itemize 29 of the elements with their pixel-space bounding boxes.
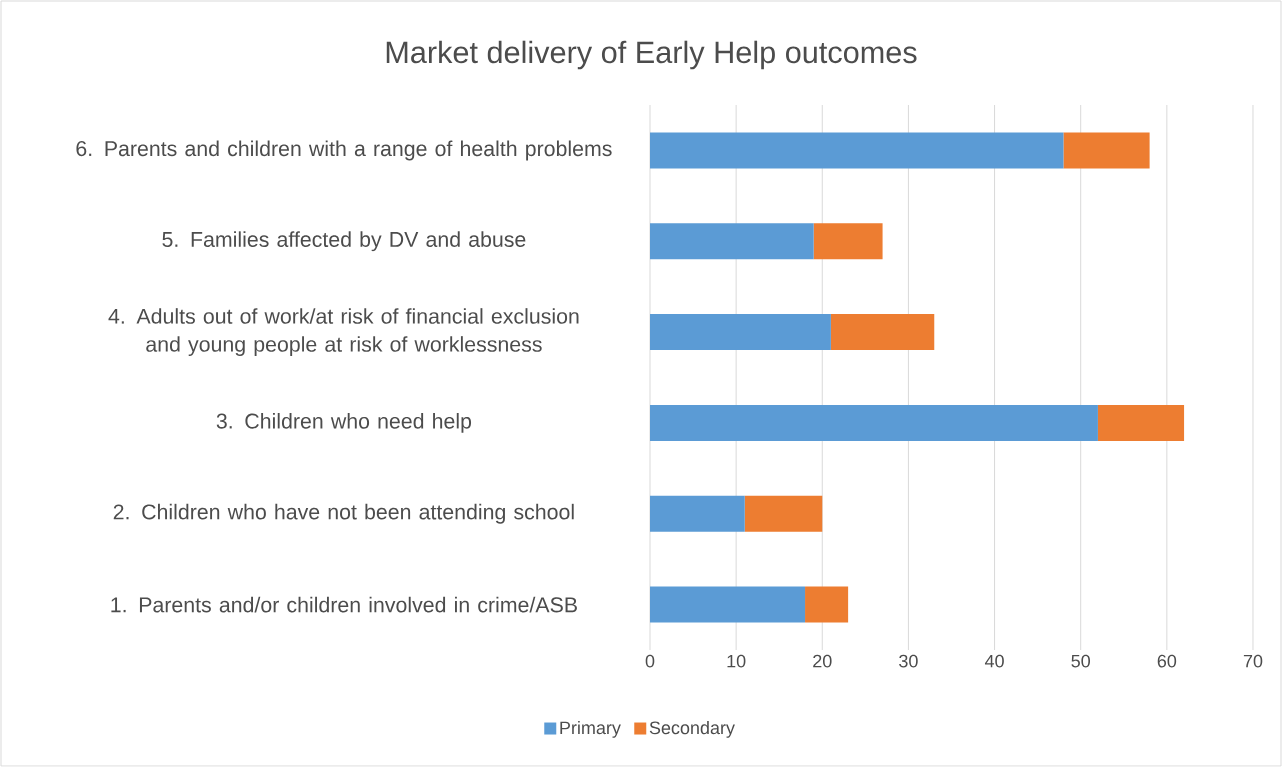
x-tick-label: 0	[645, 654, 655, 668]
legend-label: Primary	[560, 720, 621, 738]
x-tick-label: 60	[1157, 654, 1177, 668]
chart-title: Market delivery of Early Help outcomes	[386, 40, 917, 70]
x-tick-label: 50	[1071, 654, 1090, 668]
y-tick-label: 1. Parents and/or children involved in crime/ASB	[111, 596, 577, 613]
x-tick-label: 30	[899, 654, 918, 668]
x-tick-label: 40	[984, 654, 1004, 668]
bar	[650, 495, 745, 532]
x-tick-label: 20	[813, 654, 832, 668]
y-tick-label: 4. Adults out of work/at risk of financial exclusion and young people at risk of worklessness	[108, 308, 579, 357]
bar	[650, 314, 831, 351]
bar	[650, 404, 1098, 441]
bar	[813, 223, 883, 260]
bar	[744, 495, 823, 532]
bar	[1063, 132, 1150, 169]
bar	[830, 314, 935, 351]
y-tick-label: 2. Children who have not been attending school	[113, 503, 574, 524]
bar	[650, 223, 814, 260]
y-tick-label: 6. Parents and children with a range of health problems	[76, 140, 612, 161]
legend-label: Secondary	[649, 720, 735, 738]
bar	[805, 586, 849, 623]
x-tick-label: 70	[1243, 654, 1263, 668]
bar	[1097, 404, 1185, 441]
y-tick-label: 5. Families affected by DV and abuse	[162, 231, 526, 252]
bar	[650, 132, 1064, 169]
bar	[650, 586, 806, 623]
y-tick-label: 3. Children who need help	[216, 412, 472, 433]
x-tick-label: 10	[727, 654, 746, 668]
